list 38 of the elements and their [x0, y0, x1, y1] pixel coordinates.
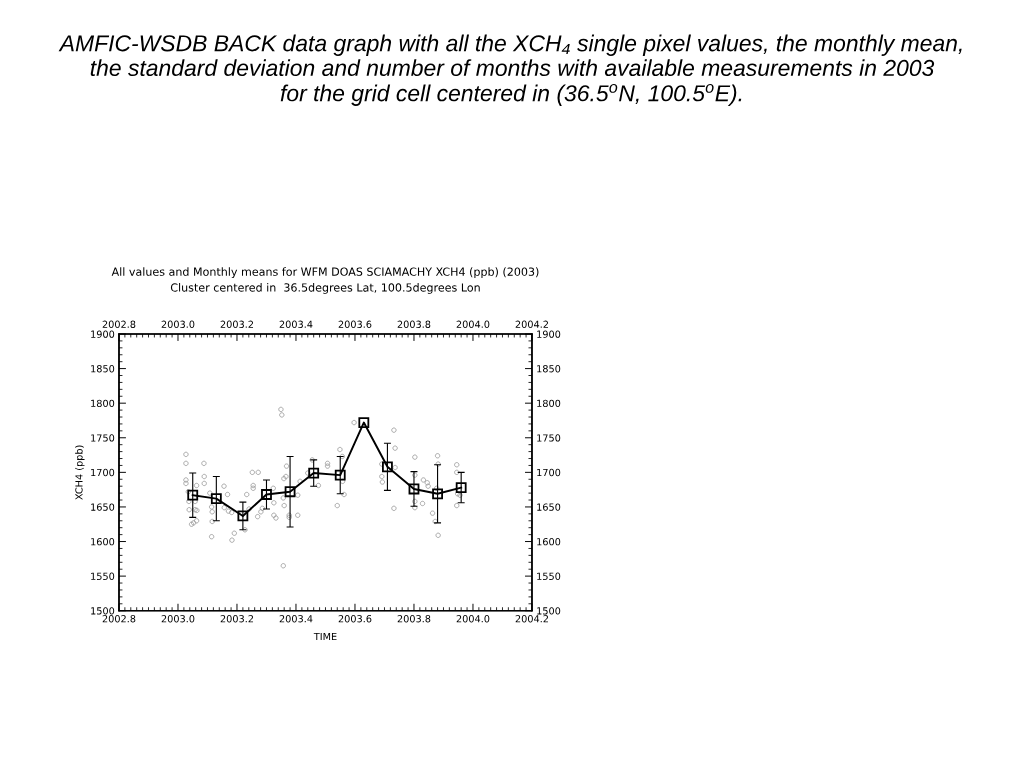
x2-tick-label: 2002.8: [102, 320, 136, 328]
y2-tick-label: 1750: [537, 434, 561, 442]
x2-tick-label: 2003.4: [279, 320, 313, 328]
chart-subtitle: All values and Monthly means for WFM DOAS SCIAMACHY XCH4 (ppb) (2003) Cluster centered in 36.5degrees Lat, 100.5degrees Lon: [111, 267, 539, 294]
y2-tick-label: 1700: [537, 468, 561, 477]
y-axis-title: XCH4 (ppb): [75, 445, 85, 500]
x2-tick-label: 2003.6: [338, 320, 372, 328]
x2-tick-label: 2003.0: [161, 320, 195, 328]
x-tick-label: 2004.0: [456, 615, 490, 623]
y-tick-label: 1550: [91, 572, 115, 580]
y-tick-label: 1800: [91, 399, 115, 408]
y2-tick-label: 1500: [537, 607, 561, 615]
y2-tick-label: 1550: [537, 572, 561, 580]
x-tick-label: 2004.2: [515, 615, 548, 623]
chart-title: AMFIC-WSDB BACK data graph with all the XCH₄ single pixel values, the monthly mean, the standard deviation and number of months with available measurements in 2003 for the grid cell centered in (36.5$^{o}$N, 100.5$^{o}$E).: [58, 34, 962, 106]
y-tick-label: 1700: [91, 468, 115, 477]
x-tick-label: 2003.4: [279, 615, 313, 623]
y2-tick-label: 1650: [537, 503, 561, 511]
x-tick-label: 2003.6: [338, 615, 372, 623]
x-axis-title: TIME: [313, 632, 337, 641]
x-tick-label: 2003.0: [161, 615, 195, 623]
y-tick-label: 1750: [91, 434, 115, 442]
x-tick-label: 2002.8: [102, 615, 136, 623]
y-tick-label: 1650: [91, 503, 115, 511]
y-tick-label: 1600: [91, 538, 115, 546]
y-tick-label: 1900: [91, 330, 115, 338]
y2-tick-label: 1900: [537, 330, 561, 338]
y-tick-label: 1850: [91, 365, 115, 373]
x2-tick-label: 2004.0: [456, 320, 490, 328]
x2-tick-label: 2003.8: [397, 320, 431, 328]
x2-tick-label: 2003.2: [220, 320, 254, 328]
y-tick-label: 1500: [91, 607, 115, 615]
x2-tick-label: 2004.2: [515, 320, 548, 328]
y2-tick-label: 1600: [537, 538, 561, 546]
y2-tick-label: 1800: [537, 399, 561, 408]
x-tick-label: 2003.2: [220, 615, 254, 623]
y2-tick-label: 1850: [537, 365, 561, 373]
x-tick-label: 2003.8: [397, 615, 431, 623]
